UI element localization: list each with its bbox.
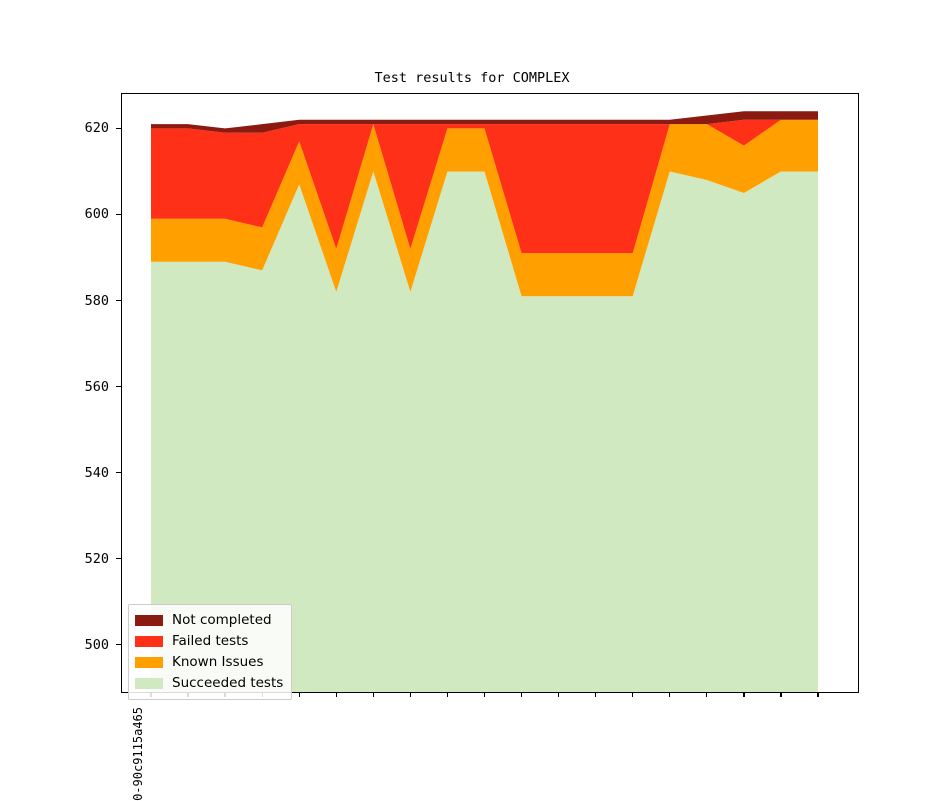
chart-title: Test results for COMPLEX [374,70,570,86]
legend-swatch-known-issues [135,657,163,668]
y-tick-label: 580 [84,292,109,309]
y-tick-label: 500 [84,636,109,653]
legend-label-failed-tests: Failed tests [172,632,249,649]
legend-swatch-not-completed [135,615,163,626]
area-series-not-completed [151,111,818,133]
y-tick-label: 620 [84,120,109,137]
y-tick-label: 540 [84,464,109,481]
y-tick-label: 520 [84,550,109,567]
legend-swatch-succeeded-tests [135,678,163,689]
plot-area [121,93,859,693]
legend-label-known-issues: Known Issues [172,653,264,670]
y-tick-label: 600 [84,206,109,223]
area-series-known-issues [151,119,818,297]
legend-item: Failed tests [135,631,283,652]
chart-legend: Not completed Failed tests Known Issues … [128,604,293,700]
legend-item: Succeeded tests [135,673,283,694]
stacked-area-plot [151,111,818,692]
area-series-failed-tests [151,119,818,254]
area-series-succeeded-tests [151,171,818,692]
legend-label-succeeded-tests: Succeeded tests [172,674,284,691]
legend-item: Known Issues [135,652,283,673]
legend-item: Not completed [135,610,283,631]
y-tick-label: 560 [84,378,109,395]
legend-swatch-failed-tests [135,636,163,647]
legend-label-not-completed: Not completed [172,611,272,628]
